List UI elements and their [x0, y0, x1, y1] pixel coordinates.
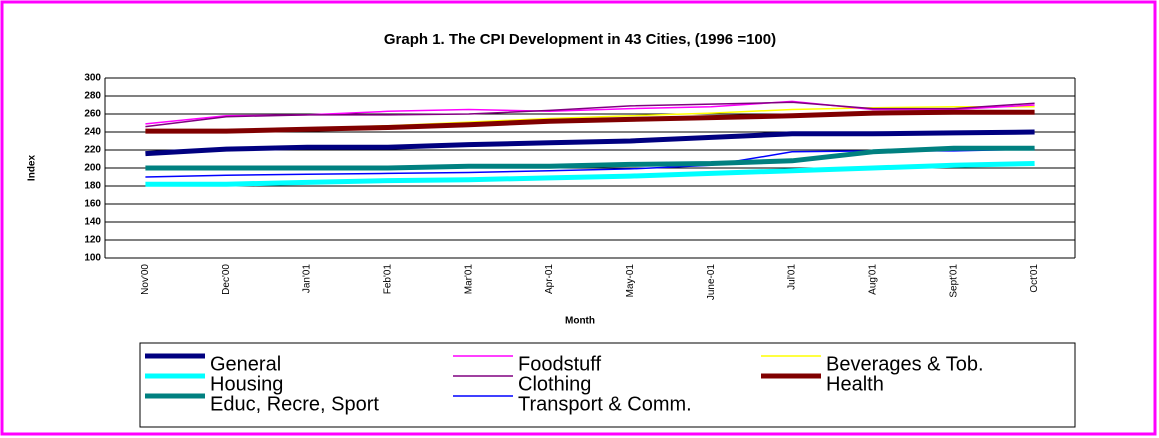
y-tick-label: 260 [84, 109, 101, 120]
legend-label: Clothing [518, 373, 591, 395]
x-tick-label: Mar'01 [463, 264, 474, 295]
series-line [145, 109, 1035, 134]
legend-label: Transport & Comm. [518, 393, 692, 415]
x-tick-label: May-01 [625, 264, 636, 298]
chart-title: Graph 1. The CPI Development in 43 Citie… [384, 31, 776, 48]
legend-label: Housing [210, 373, 283, 395]
legend-label: Beverages & Tob. [826, 353, 984, 375]
x-tick-label: June-01 [706, 264, 717, 301]
y-tick-label: 100 [84, 253, 101, 264]
y-axis-label: Index [27, 155, 38, 182]
x-tick-label: Aug'01 [868, 264, 879, 295]
y-tick-label: 240 [84, 127, 101, 138]
y-tick-label: 220 [84, 145, 101, 156]
x-tick-label: Oct'01 [1029, 264, 1040, 293]
x-tick-label: Dec'00 [221, 264, 232, 295]
series-line [145, 161, 1035, 187]
y-tick-label: 180 [84, 181, 101, 192]
series-line [145, 101, 1035, 128]
y-tick-label: 160 [84, 199, 101, 210]
x-tick-label: Apr-01 [544, 264, 555, 294]
series-line [145, 145, 1035, 171]
y-tick-label: 200 [84, 163, 101, 174]
x-tick-label: Jan'01 [302, 264, 313, 294]
y-tick-label: 140 [84, 217, 101, 228]
x-tick-label: Feb'01 [383, 264, 394, 295]
x-tick-label: Nov'00 [140, 264, 151, 295]
x-tick-label: Sept'01 [948, 264, 959, 298]
legend-label: Foodstuff [518, 353, 601, 375]
y-tick-label: 300 [84, 73, 101, 84]
legend-label: Health [826, 373, 884, 395]
y-tick-label: 120 [84, 235, 101, 246]
legend [139, 342, 1076, 428]
series-line [145, 129, 1035, 157]
x-axis-label: Month [565, 316, 595, 327]
y-tick-label: 280 [84, 91, 101, 102]
legend-label: General [210, 353, 281, 375]
x-tick-label: Jul'01 [787, 264, 798, 290]
legend-label: Educ, Recre, Sport [210, 393, 379, 415]
